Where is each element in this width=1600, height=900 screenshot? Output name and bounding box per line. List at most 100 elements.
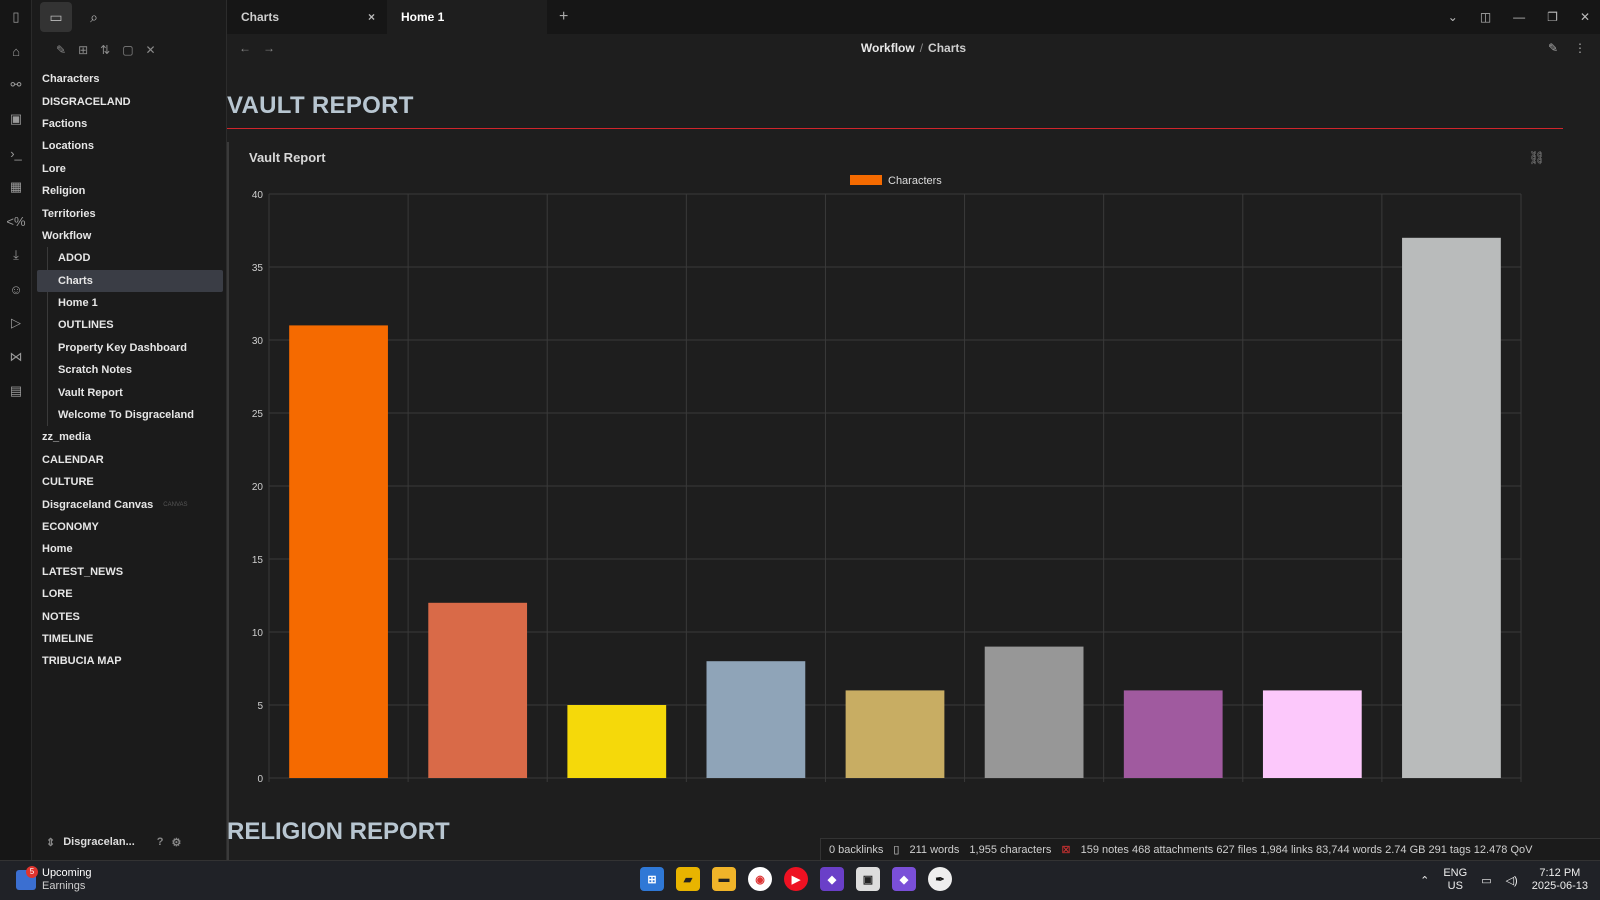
folder-item[interactable]: Religion: [42, 185, 86, 198]
settings-icon[interactable]: ⚙: [171, 836, 182, 849]
bar-third: [1123, 690, 1223, 778]
vnc-icon[interactable]: ▣: [856, 867, 880, 891]
widget-subtitle: Earnings: [42, 880, 86, 892]
widget-title: Upcoming: [42, 867, 92, 879]
chevron-updown-icon[interactable]: ⇕: [46, 836, 56, 849]
graph-icon[interactable]: ⚯: [10, 77, 22, 92]
file-item[interactable]: Home: [42, 543, 73, 556]
folder-item[interactable]: Locations: [42, 140, 94, 153]
templater-icon[interactable]: <%: [6, 213, 26, 229]
restore-icon[interactable]: ❐: [1547, 10, 1558, 24]
folder-item[interactable]: Lore: [42, 162, 66, 175]
folder-item-workflow[interactable]: Workflow: [42, 229, 92, 242]
canvas-icon[interactable]: ▣: [9, 111, 23, 126]
bar-individual: [289, 325, 388, 778]
layout-icon[interactable]: ◫: [1479, 10, 1492, 24]
vscode-icon[interactable]: ⋈: [9, 349, 23, 364]
file-item[interactable]: Property Key Dashboard: [58, 341, 187, 354]
sticky-notes-icon[interactable]: ▰: [676, 867, 700, 891]
breadcrumb-parent[interactable]: Workflow: [860, 41, 915, 55]
tab-home-1[interactable]: Home 1: [387, 0, 547, 34]
calendar-icon[interactable]: ▤: [9, 383, 23, 398]
widgets-button[interactable]: 5 Upcoming Earnings: [16, 866, 92, 893]
back-arrow-icon[interactable]: ←: [239, 41, 251, 55]
help-icon[interactable]: ?: [156, 836, 164, 848]
note-content: VAULT REPORT Vault Report ⛓ 0 5 10 15 20 25 30…: [227, 62, 1600, 860]
file-item[interactable]: LATEST_NEWS: [42, 565, 124, 578]
file-item[interactable]: CALENDAR: [42, 453, 104, 466]
breadcrumb-current[interactable]: Charts: [928, 41, 967, 55]
y-tick-label: 0: [257, 774, 263, 782]
sort-icon[interactable]: ⇅: [100, 43, 111, 57]
chrome-icon[interactable]: ◉: [748, 867, 772, 891]
close-tab-icon[interactable]: ×: [367, 10, 375, 24]
network-icon[interactable]: ▭: [1481, 874, 1492, 887]
new-note-icon[interactable]: ✎: [56, 43, 67, 57]
map-icon[interactable]: ▦: [9, 179, 23, 194]
folder-icon[interactable]: ▭: [40, 2, 72, 32]
section-heading: RELIGION REPORT: [227, 818, 450, 845]
file-item[interactable]: TRIBUCIA MAP: [42, 655, 122, 668]
y-tick-label: 25: [252, 409, 264, 420]
folder-item[interactable]: Territories: [42, 207, 96, 220]
file-item-selected[interactable]: Charts: [37, 269, 223, 292]
language-indicator[interactable]: ENG US: [1443, 867, 1467, 893]
tray-chevron-icon[interactable]: ⌃: [1420, 874, 1430, 887]
file-item[interactable]: Welcome To Disgraceland: [58, 409, 194, 422]
reading-icon[interactable]: ▯: [893, 844, 900, 856]
folder-item[interactable]: zz_media: [42, 431, 91, 444]
youtube-music-icon[interactable]: ▶: [784, 867, 808, 891]
bar-loyalist: [428, 602, 528, 778]
obsidian-active-icon[interactable]: ◆: [892, 867, 916, 891]
os-taskbar: 5 Upcoming Earnings ⊞ ▰ ▬ ◉ ▶ ◆ ▣ ◆ ✒ ⌃ …: [0, 860, 1600, 900]
terminal-icon[interactable]: ›_: [10, 145, 22, 161]
canvas-tag: CANVAS: [163, 501, 188, 508]
file-item[interactable]: TIMELINE: [42, 632, 94, 645]
obsidian-icon[interactable]: ◆: [820, 867, 844, 891]
edit-icon[interactable]: ✎: [1547, 41, 1558, 55]
canvas-file-item[interactable]: Disgraceland Canvas CANVAS: [32, 493, 226, 515]
auto-reveal-icon[interactable]: ▢: [122, 43, 134, 57]
volume-icon[interactable]: ◁): [1505, 874, 1518, 887]
folder-item[interactable]: DISGRACELAND: [42, 95, 131, 108]
file-item[interactable]: NOTES: [42, 610, 80, 623]
home-icon[interactable]: ⌂: [12, 43, 20, 59]
file-item[interactable]: ECONOMY: [42, 521, 99, 533]
collapse-all-icon[interactable]: ✕: [145, 43, 156, 57]
forward-arrow-icon[interactable]: →: [263, 41, 275, 55]
taskbar-apps: ⊞ ▰ ▬ ◉ ▶ ◆ ▣ ◆ ✒: [640, 867, 952, 891]
clock[interactable]: 7:12 PM 2025-06-13: [1532, 867, 1588, 893]
tab-list-icon[interactable]: ⌄: [1447, 10, 1458, 24]
file-item[interactable]: Scratch Notes: [58, 364, 132, 377]
more-options-icon[interactable]: ⋮: [1574, 41, 1586, 55]
file-explorer-icon[interactable]: ▬: [712, 867, 736, 891]
minimize-icon[interactable]: —: [1513, 10, 1526, 24]
file-item[interactable]: Home 1: [58, 297, 98, 310]
start-icon[interactable]: ⊞: [640, 867, 664, 891]
file-item[interactable]: LORE: [42, 588, 73, 601]
sync-error-icon[interactable]: ⊠: [1061, 844, 1071, 856]
file-item[interactable]: ADOD: [58, 252, 91, 265]
vault-name[interactable]: Disgracelan...: [63, 836, 135, 848]
new-folder-icon[interactable]: ⊞: [78, 43, 89, 57]
file-item[interactable]: OUTLINES: [58, 319, 114, 332]
nav-arrows: ← →: [239, 41, 275, 55]
chart-title: Vault Report: [249, 150, 326, 165]
file-item[interactable]: Vault Report: [58, 386, 123, 399]
play-icon[interactable]: ▷: [11, 315, 21, 330]
link-icon[interactable]: ⛓: [1528, 150, 1545, 165]
tab-charts[interactable]: Charts ×: [227, 0, 387, 34]
smiley-icon[interactable]: ☺: [9, 281, 23, 297]
bar-chart: 0510152025303540individualloyalistmayorp…: [252, 175, 1522, 782]
sidebar-toggle-icon[interactable]: ▯: [12, 9, 20, 24]
folder-item[interactable]: Factions: [42, 117, 88, 130]
download-icon[interactable]: ⤓: [13, 247, 19, 262]
file-item[interactable]: CULTURE: [42, 476, 94, 489]
new-tab-icon[interactable]: +: [559, 8, 569, 25]
search-icon[interactable]: ⌕: [90, 8, 98, 25]
window-controls: ⌄ ◫ — ❐ ✕: [1448, 0, 1590, 34]
folder-item[interactable]: Characters: [42, 73, 100, 86]
close-window-icon[interactable]: ✕: [1579, 10, 1590, 24]
inkscape-icon[interactable]: ✒: [928, 867, 952, 891]
backlinks-count[interactable]: 0 backlinks: [829, 843, 884, 856]
